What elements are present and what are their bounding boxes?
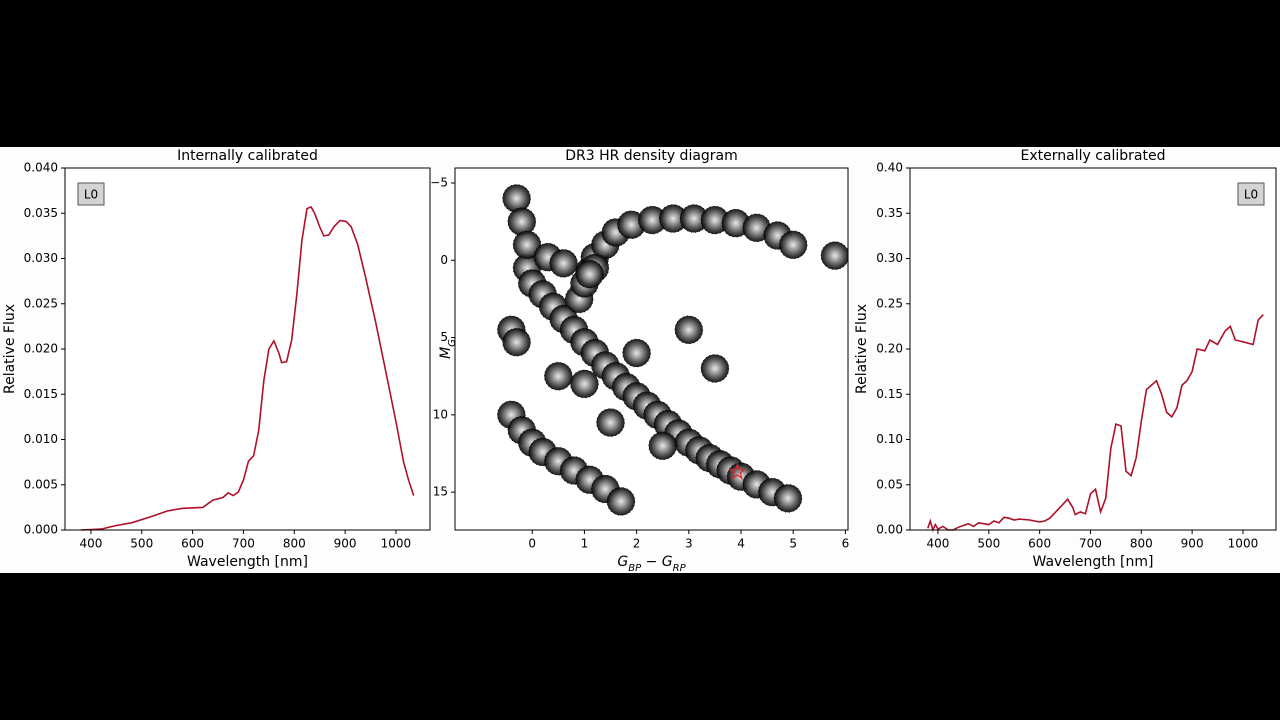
density-point — [674, 315, 704, 345]
x-tick-label: 900 — [334, 537, 357, 551]
y-tick-label: 15 — [433, 485, 448, 499]
x-tick-label: 400 — [927, 537, 950, 551]
density-point — [502, 327, 531, 357]
x-axis-label: Wavelength [nm] — [187, 554, 308, 570]
x-tick-label: 2 — [633, 537, 641, 551]
axes-frame — [64, 167, 431, 531]
y-tick-label: 0.040 — [24, 161, 58, 175]
density-point — [575, 259, 604, 289]
label-part: − G — [641, 554, 673, 570]
label-subscript: RP — [673, 563, 687, 574]
x-tick-label: 4 — [737, 537, 745, 551]
x-tick-label: 0 — [528, 537, 536, 551]
y-tick-label: 0.025 — [24, 296, 58, 310]
x-tick-label: 600 — [1028, 537, 1051, 551]
y-tick-label: 0.005 — [24, 477, 58, 491]
density-point — [648, 431, 678, 461]
highlight-star — [728, 462, 747, 480]
density-point — [778, 230, 808, 260]
y-tick-label: 0.15 — [876, 387, 903, 401]
y-tick-label: 0.40 — [876, 161, 903, 175]
chart-title: DR3 HR density diagram — [565, 148, 738, 164]
y-tick-label: 0.25 — [876, 296, 903, 310]
density-point — [622, 338, 651, 368]
spectrum-line — [927, 314, 1264, 533]
y-tick-label: 0.030 — [24, 251, 58, 265]
y-tick-label: 0.00 — [876, 523, 903, 537]
plot-area — [910, 168, 1276, 530]
density-point — [570, 369, 599, 399]
annotation-box — [1237, 182, 1265, 206]
y-tick-label: 5 — [440, 330, 448, 344]
x-tick-label: 5 — [789, 537, 797, 551]
axes-frame — [909, 167, 1277, 531]
density-point — [606, 487, 636, 516]
density-point — [507, 207, 537, 236]
y-tick-label: 0.015 — [24, 387, 58, 401]
x-tick-label: 700 — [232, 537, 255, 551]
x-tick-label: 1 — [581, 537, 589, 551]
x-tick-label: 500 — [130, 537, 153, 551]
y-tick-label: 0.020 — [24, 342, 58, 356]
density-point — [773, 484, 803, 513]
label-subscript: G — [447, 339, 458, 347]
density-point — [512, 230, 542, 260]
x-tick-label: 400 — [79, 537, 102, 551]
density-point — [544, 361, 573, 391]
label-part: M — [438, 347, 454, 359]
density-point — [549, 249, 578, 278]
y-tick-label: 10 — [433, 407, 448, 421]
x-tick-label: 600 — [181, 537, 204, 551]
annotation-box — [77, 182, 105, 206]
y-tick-label: 0.010 — [24, 432, 58, 446]
x-axis-label: Wavelength [nm] — [1033, 554, 1154, 570]
y-tick-label: 0.05 — [876, 477, 903, 491]
x-tick-label: 800 — [283, 537, 306, 551]
chart-title: Externally calibrated — [1021, 148, 1166, 164]
y-tick-label: 0.30 — [876, 251, 903, 265]
points — [497, 184, 848, 516]
spectrum-line — [80, 205, 415, 531]
y-tick-label: 0 — [440, 253, 448, 267]
density-point — [502, 184, 531, 213]
x-tick-label: 700 — [1079, 537, 1102, 551]
annotation: L0 — [1244, 188, 1258, 202]
chart-title: Internally calibrated — [177, 148, 318, 164]
annotation: L0 — [84, 188, 98, 202]
x-tick-label: 500 — [977, 537, 1000, 551]
y-tick-label: 0.000 — [24, 523, 58, 537]
x-tick-label: 3 — [685, 537, 693, 551]
y-axis-label: Relative Flux — [2, 304, 18, 394]
x-tick-label: 800 — [1130, 537, 1153, 551]
y-tick-label: 0.35 — [876, 206, 903, 220]
plot-area — [65, 168, 430, 530]
y-tick-label: 0.10 — [876, 432, 903, 446]
label-subscript: BP — [628, 563, 642, 574]
y-tick-label: 0.035 — [24, 206, 58, 220]
x-axis-label: GBP − GRP — [617, 554, 686, 574]
density-point — [700, 354, 730, 383]
axes-frame — [454, 167, 849, 531]
density-point — [820, 241, 848, 270]
x-tick-label: 1000 — [1228, 537, 1259, 551]
y-axis-label: Relative Flux — [854, 304, 870, 394]
x-tick-label: 6 — [842, 537, 850, 551]
y-axis-label: MG — [438, 339, 458, 359]
y-tick-label: −5 — [430, 175, 448, 189]
label-part: G — [617, 554, 628, 570]
x-tick-label: 1000 — [381, 537, 412, 551]
x-tick-label: 900 — [1181, 537, 1204, 551]
y-tick-label: 0.20 — [876, 342, 903, 356]
density-point — [596, 408, 625, 437]
